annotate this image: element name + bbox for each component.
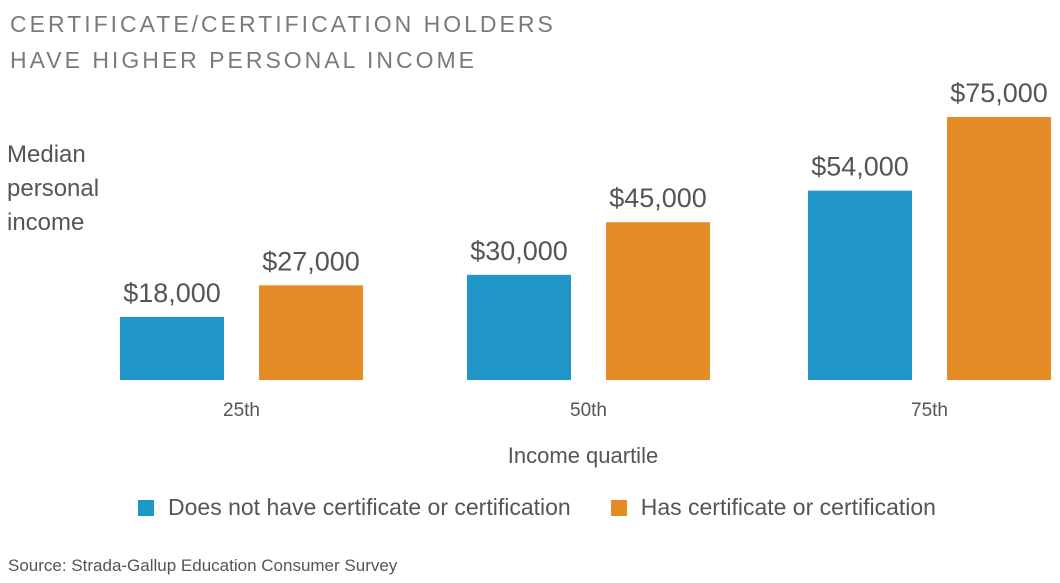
legend-swatch-has-cert <box>610 499 627 516</box>
value-label-25th-series-1: $27,000 <box>262 246 360 276</box>
bar-25th-series-1 <box>259 285 363 380</box>
y-axis-label: Median personal income <box>7 138 127 240</box>
legend-item-has-cert: Has certificate or certification <box>610 494 936 521</box>
bar-50th-series-0 <box>467 274 571 380</box>
x-tick-label-25th: 25th <box>223 400 260 421</box>
value-label-group: $18,000 $27,000 $30,000 $45,000 $54,000 $75,0… <box>123 78 1048 308</box>
x-tick-label-50th: 50th <box>570 400 607 421</box>
y-axis-label-line-1: Median <box>7 141 86 168</box>
legend-item-no-cert: Does not have certificate or certificati… <box>138 494 571 521</box>
value-label-75th-series-0: $54,000 <box>811 152 909 182</box>
source-note: Source: Strada-Gallup Education Consumer… <box>8 556 398 575</box>
x-tick-label-75th: 75th <box>911 400 948 421</box>
value-label-50th-series-1: $45,000 <box>609 183 707 213</box>
chart-title-line-2: HAVE HIGHER PERSONAL INCOME <box>10 47 477 73</box>
x-axis-label: Income quartile <box>508 443 658 468</box>
legend-swatch-no-cert <box>138 499 154 516</box>
bar-75th-series-1 <box>947 117 1051 380</box>
legend-label-has-cert: Has certificate or certification <box>640 494 936 520</box>
y-axis-label-line-3: income <box>7 209 85 236</box>
value-label-25th-series-0: $18,000 <box>123 278 221 308</box>
bar-group <box>120 117 1051 380</box>
legend: Does not have certificate or certificati… <box>138 494 976 521</box>
bar-25th-series-0 <box>120 316 224 380</box>
bar-75th-series-0 <box>808 190 912 380</box>
y-axis-label-line-2: personal <box>7 175 100 202</box>
bar-50th-series-1 <box>606 222 710 380</box>
value-label-50th-series-0: $30,000 <box>470 236 568 266</box>
chart-title: CERTIFICATE/CERTIFICATION HOLDERS HAVE H… <box>10 6 556 78</box>
legend-label-no-cert: Does not have certificate or certificati… <box>168 494 571 520</box>
value-label-75th-series-1: $75,000 <box>950 78 1048 108</box>
x-tick-label-group: 25th 50th 75th <box>223 400 948 421</box>
chart-title-line-1: CERTIFICATE/CERTIFICATION HOLDERS <box>10 11 556 37</box>
